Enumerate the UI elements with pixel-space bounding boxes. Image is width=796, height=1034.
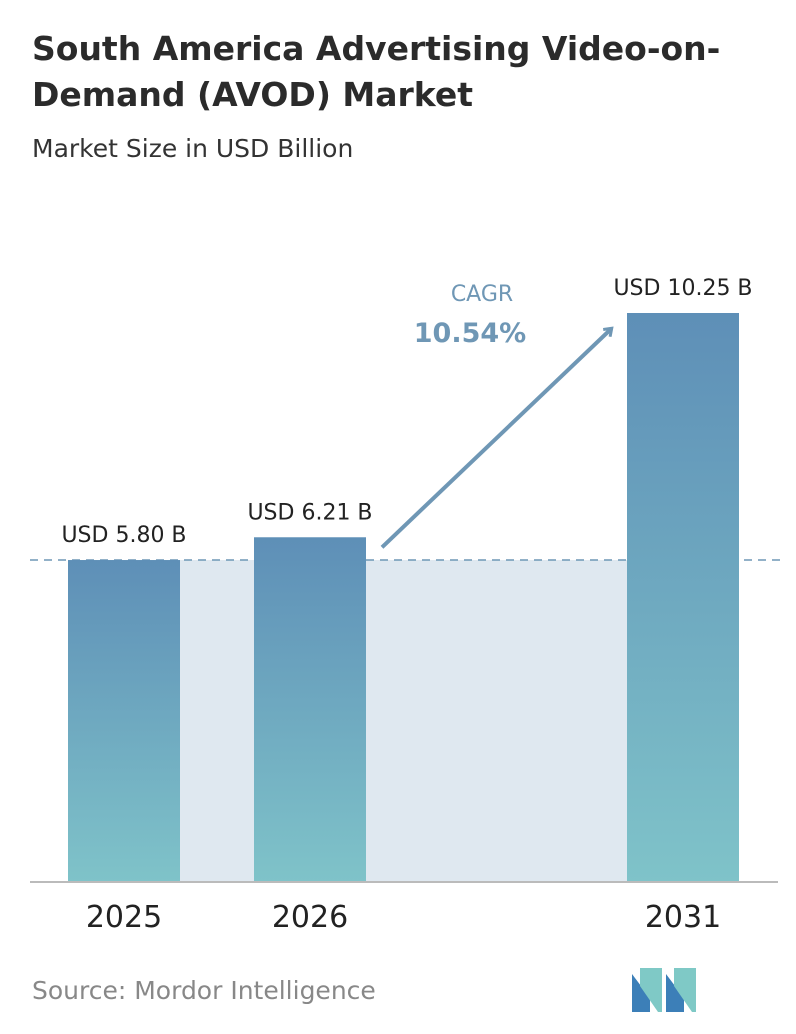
data-label-2025: USD 5.80 B (61, 523, 186, 548)
x-tick-2026: 2026 (272, 900, 348, 935)
x-tick-2031: 2031 (645, 900, 721, 935)
mordor-intelligence-logo-icon (632, 968, 696, 1012)
bar-2025 (68, 560, 180, 882)
bar-2031 (627, 313, 739, 882)
cagr-label: CAGR (451, 282, 513, 307)
chart-subtitle: Market Size in USD Billion (32, 134, 354, 163)
chart-title: South America Advertising Video-on-Deman… (32, 29, 721, 114)
cagr-arrow (380, 329, 611, 549)
x-tick-2025: 2025 (86, 900, 162, 935)
bar-2026 (254, 537, 366, 882)
data-label-2026: USD 6.21 B (247, 500, 372, 525)
cagr-value: 10.54% (414, 318, 526, 349)
source-note: Source: Mordor Intelligence (32, 976, 376, 1005)
bar-chart: USD 5.80 B 2025 USD 6.21 B 2026 USD 10.25 B 2… (30, 276, 780, 935)
data-label-2031: USD 10.25 B (613, 276, 752, 301)
